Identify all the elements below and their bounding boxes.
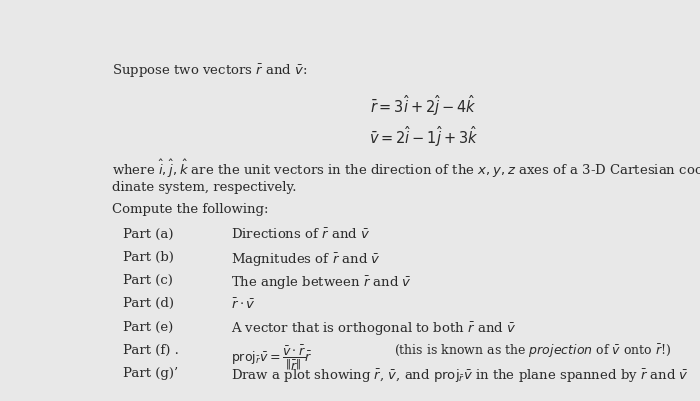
Text: The angle between $\bar{r}$ and $\bar{v}$: The angle between $\bar{r}$ and $\bar{v}… [231,273,412,291]
Text: Part (c): Part (c) [122,273,173,286]
Text: $\mathrm{proj}_{\bar{r}}\bar{v} = \dfrac{\bar{v} \cdot \bar{r}}{\left\|\bar{r}\r: $\mathrm{proj}_{\bar{r}}\bar{v} = \dfrac… [231,343,313,373]
Text: where $\hat{i}, \hat{j}, \hat{k}$ are the unit vectors in the direction of the $: where $\hat{i}, \hat{j}, \hat{k}$ are th… [112,158,700,180]
Text: A vector that is orthogonal to both $\bar{r}$ and $\bar{v}$: A vector that is orthogonal to both $\ba… [231,320,517,337]
Text: Part (e): Part (e) [122,320,173,333]
Text: Part (d): Part (d) [122,297,174,310]
Text: Part (b): Part (b) [122,250,174,263]
Text: Suppose two vectors $\bar{r}$ and $\bar{v}$:: Suppose two vectors $\bar{r}$ and $\bar{… [112,62,307,79]
Text: Magnitudes of $\bar{r}$ and $\bar{v}$: Magnitudes of $\bar{r}$ and $\bar{v}$ [231,250,381,268]
Text: $\bar{r} = 3\hat{i} + 2\hat{j} - 4\hat{k}$: $\bar{r} = 3\hat{i} + 2\hat{j} - 4\hat{k… [370,93,477,117]
Text: Directions of $\bar{r}$ and $\bar{v}$: Directions of $\bar{r}$ and $\bar{v}$ [231,227,371,242]
Text: (this is known as the $\mathit{projection}$ of $\bar{v}$ onto $\bar{r}$!): (this is known as the $\mathit{projectio… [394,342,671,359]
Text: $\bar{v} = 2\hat{i} - 1\hat{j} + 3\hat{k}$: $\bar{v} = 2\hat{i} - 1\hat{j} + 3\hat{k… [369,124,479,148]
Text: $\bar{r} \cdot \bar{v}$: $\bar{r} \cdot \bar{v}$ [231,297,256,311]
Text: Part (f) .: Part (f) . [122,343,178,356]
Text: Part (g)’: Part (g)’ [122,366,178,379]
Text: Part (a): Part (a) [122,227,174,240]
Text: dinate system, respectively.: dinate system, respectively. [112,181,296,194]
Text: Compute the following:: Compute the following: [112,203,268,215]
Text: Draw a plot showing $\bar{r}$, $\bar{v}$, and $\mathrm{proj}_{\bar{r}}\bar{v}$ i: Draw a plot showing $\bar{r}$, $\bar{v}$… [231,366,690,384]
